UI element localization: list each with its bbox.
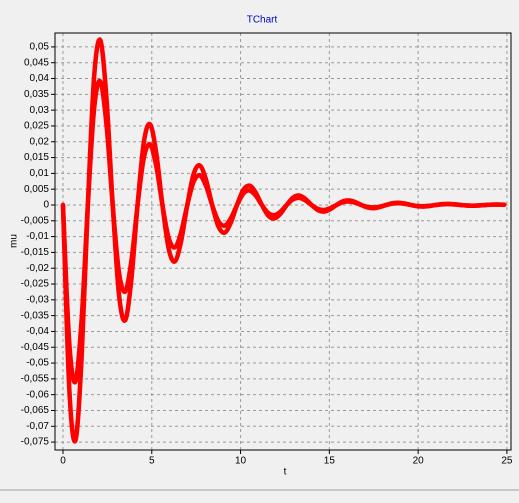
y-tick-label: 0,005 xyxy=(24,184,49,195)
x-tick-label: 15 xyxy=(324,456,336,467)
x-tick-label: 0 xyxy=(60,456,66,467)
y-tick-label: -0,07 xyxy=(26,421,49,432)
y-tick-label: 0 xyxy=(43,200,49,211)
y-tick-label: -0,075 xyxy=(21,437,50,448)
y-tick-label: -0,04 xyxy=(26,326,49,337)
y-tick-label: 0,035 xyxy=(24,89,49,100)
y-tick-label: -0,015 xyxy=(21,247,50,258)
y-tick-label: 0,045 xyxy=(24,57,49,68)
x-axis-label: t xyxy=(284,467,287,478)
y-tick-label: 0,05 xyxy=(30,42,50,53)
x-tick-label: 25 xyxy=(501,456,513,467)
y-tick-label: 0,025 xyxy=(24,121,49,132)
y-tick-label: -0,035 xyxy=(21,310,50,321)
y-tick-label: -0,06 xyxy=(26,389,49,400)
x-tick-label: 5 xyxy=(149,456,155,467)
y-tick-label: -0,02 xyxy=(26,263,49,274)
plot-area xyxy=(55,33,511,450)
y-tick-label: 0,01 xyxy=(30,168,50,179)
y-tick-label: -0,03 xyxy=(26,294,49,305)
y-tick-label: 0,04 xyxy=(30,73,50,84)
y-tick-label: -0,01 xyxy=(26,231,49,242)
y-tick-label: 0,015 xyxy=(24,152,49,163)
y-tick-label: 0,02 xyxy=(30,136,50,147)
x-tick-label: 20 xyxy=(413,456,425,467)
y-tick-label: -0,065 xyxy=(21,405,50,416)
y-tick-label: -0,005 xyxy=(21,215,50,226)
y-tick-label: 0,03 xyxy=(30,105,50,116)
y-tick-label: -0,045 xyxy=(21,342,50,353)
data-line xyxy=(60,78,507,385)
x-tick-label: 10 xyxy=(235,456,247,467)
y-tick-label: -0,055 xyxy=(21,374,50,385)
y-tick-label: -0,025 xyxy=(21,279,50,290)
y-tick-label: -0,05 xyxy=(26,358,49,369)
y-axis-label: mu xyxy=(9,234,20,248)
chart-title: TChart xyxy=(247,15,278,26)
plot-frame xyxy=(54,32,512,451)
